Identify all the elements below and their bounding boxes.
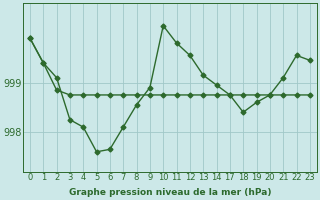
X-axis label: Graphe pression niveau de la mer (hPa): Graphe pression niveau de la mer (hPa)	[68, 188, 271, 197]
